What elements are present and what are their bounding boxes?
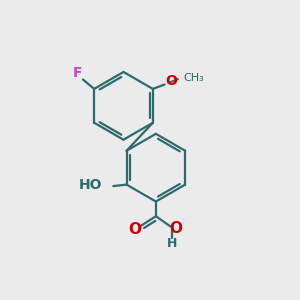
Text: F: F [73,66,82,80]
Text: O: O [128,222,141,237]
Text: H: H [167,236,177,250]
Text: HO: HO [79,178,102,193]
Text: CH₃: CH₃ [184,73,205,83]
Text: O: O [169,220,182,236]
Text: O: O [165,74,177,88]
